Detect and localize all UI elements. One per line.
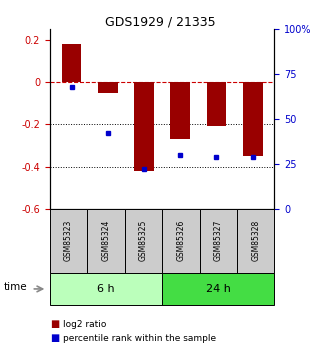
Text: 24 h: 24 h <box>206 284 231 294</box>
Bar <box>206 82 226 126</box>
Text: time: time <box>3 282 27 292</box>
Text: percentile rank within the sample: percentile rank within the sample <box>63 334 216 343</box>
Text: GSM85326: GSM85326 <box>176 220 185 261</box>
Bar <box>134 82 154 171</box>
Text: GSM85327: GSM85327 <box>214 220 223 261</box>
Bar <box>243 82 263 156</box>
Bar <box>170 82 190 139</box>
Text: GDS1929 / 21335: GDS1929 / 21335 <box>105 16 216 29</box>
Text: ■: ■ <box>50 319 59 329</box>
Text: GSM85325: GSM85325 <box>139 220 148 261</box>
Text: 6 h: 6 h <box>97 284 115 294</box>
Text: GSM85323: GSM85323 <box>64 220 73 261</box>
Text: ■: ■ <box>50 333 59 343</box>
Bar <box>62 44 82 82</box>
Text: GSM85324: GSM85324 <box>101 220 110 261</box>
Text: GSM85328: GSM85328 <box>251 220 260 261</box>
Bar <box>98 82 118 93</box>
Text: log2 ratio: log2 ratio <box>63 320 106 329</box>
